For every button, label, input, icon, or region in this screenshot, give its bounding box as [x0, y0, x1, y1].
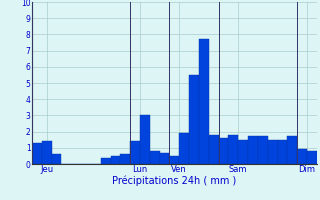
Bar: [268, 140, 277, 164]
Bar: [189, 75, 199, 164]
Bar: [297, 149, 307, 164]
Bar: [140, 115, 150, 164]
Bar: [52, 154, 61, 164]
Bar: [238, 140, 248, 164]
Bar: [150, 151, 160, 164]
Bar: [111, 156, 120, 164]
Bar: [287, 136, 297, 164]
Bar: [277, 140, 287, 164]
Bar: [130, 141, 140, 164]
Bar: [228, 135, 238, 164]
X-axis label: Précipitations 24h ( mm ): Précipitations 24h ( mm ): [112, 176, 236, 186]
Bar: [179, 133, 189, 164]
Bar: [170, 156, 179, 164]
Bar: [42, 141, 52, 164]
Bar: [219, 138, 228, 164]
Bar: [209, 135, 219, 164]
Bar: [258, 136, 268, 164]
Bar: [248, 136, 258, 164]
Bar: [199, 39, 209, 164]
Bar: [101, 158, 111, 164]
Bar: [120, 154, 130, 164]
Bar: [307, 151, 317, 164]
Bar: [32, 143, 42, 164]
Bar: [160, 153, 170, 164]
